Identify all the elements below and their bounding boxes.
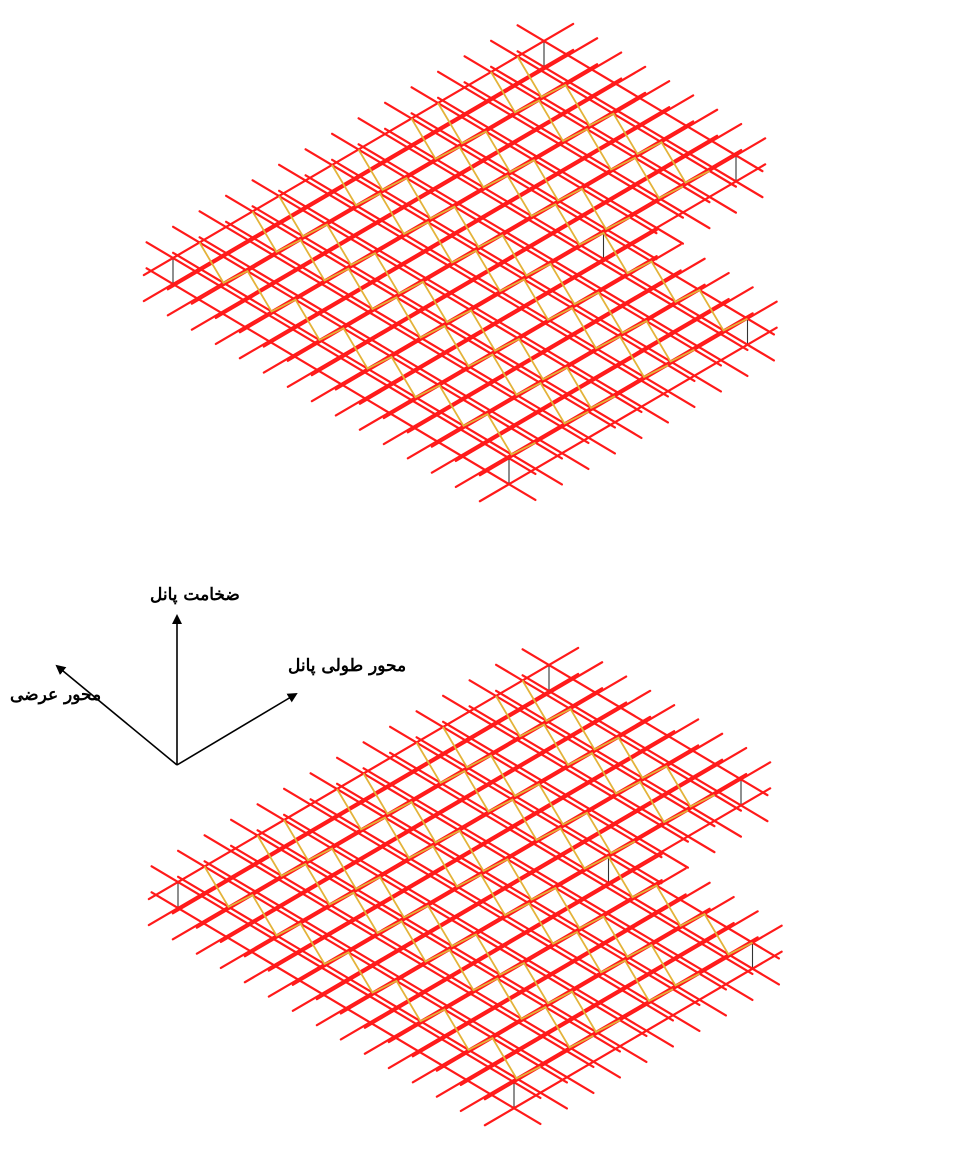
mesh-bar-transverse [387, 867, 687, 1044]
mesh-bar-transverse [483, 950, 783, 1127]
mesh-bar-longitudinal [516, 24, 764, 173]
truss-wire-row [357, 149, 695, 363]
truss-wire-row [490, 71, 684, 200]
transverse-axis-label: محور عرضی [10, 685, 102, 705]
mesh-bar-longitudinal [442, 720, 690, 869]
truss-wire-row [278, 195, 616, 410]
mesh-bar-longitudinal [521, 674, 769, 823]
mesh-bar-longitudinal [357, 117, 749, 352]
mesh-bar-longitudinal [516, 50, 764, 199]
truss-wire-row [362, 773, 700, 987]
mesh-bar-transverse [435, 921, 735, 1098]
mesh-bar-longitudinal [389, 725, 781, 960]
truss-wire-row [256, 835, 594, 1049]
mesh-bar-longitudinal [490, 65, 738, 214]
truss-wire-row [495, 695, 689, 824]
mesh-bar-longitudinal [521, 648, 769, 797]
truss-wire-row [251, 211, 589, 425]
mesh-bar-longitudinal [463, 81, 711, 230]
truss-wire-row [203, 866, 541, 1080]
mesh-bar-transverse [430, 271, 730, 448]
truss-wire-row [516, 56, 710, 184]
mesh-bar-longitudinal [357, 143, 749, 378]
mesh-bar-transverse [459, 910, 759, 1087]
panel-bottom-view [147, 646, 783, 1127]
mesh-bar-transverse [411, 881, 711, 1058]
mesh-bar-longitudinal [362, 741, 754, 976]
mesh-bar-transverse [430, 297, 730, 474]
mesh-bar-transverse [435, 895, 735, 1072]
thickness-axis-label: ضخامت پانل [150, 585, 240, 605]
mesh-bar-transverse [411, 907, 711, 1084]
truss-wire-row [442, 726, 636, 855]
longitudinal-axis-label: محور طولی پانل [288, 656, 407, 676]
mesh-bar-transverse [382, 243, 682, 420]
mesh-bar-longitudinal [468, 705, 716, 854]
longitudinal-axis-arrow [176, 692, 298, 766]
mesh-bar-transverse [406, 283, 706, 460]
truss-wire-row [410, 118, 748, 332]
truss-wire-row [283, 819, 621, 1034]
panel-top-view [142, 22, 778, 503]
mesh-bar-longitudinal [415, 736, 663, 885]
truss-wire-row [415, 742, 753, 956]
mesh-bar-longitudinal [495, 689, 743, 838]
truss-wire-row [336, 788, 674, 1003]
mesh-bar-transverse [310, 122, 743, 377]
mesh-bar-longitudinal [384, 101, 776, 336]
mesh-bar-transverse [358, 255, 658, 431]
truss-wire-row [331, 164, 669, 379]
axis-indicator [55, 614, 298, 766]
mesh-bar-longitudinal [437, 70, 685, 219]
mesh-bar-transverse [382, 269, 682, 446]
mesh-bar-transverse [483, 924, 783, 1101]
mesh-bar-transverse [339, 787, 772, 1041]
mesh-bar-transverse [478, 326, 778, 503]
truss-wire-row [521, 680, 715, 808]
mesh-bar-transverse [358, 229, 658, 405]
truss-wire-row [198, 242, 536, 456]
mesh-bar-longitudinal [437, 96, 685, 245]
mesh-bar-longitudinal [442, 694, 690, 843]
mesh-bar-transverse [387, 893, 687, 1070]
mesh-bar-longitudinal [362, 767, 754, 1002]
mesh-bar-transverse [478, 300, 778, 477]
mesh-bar-transverse [363, 853, 663, 1029]
transverse-axis-arrow [55, 664, 178, 766]
mesh-bar-transverse [363, 879, 663, 1055]
mesh-bar-transverse [315, 746, 748, 1001]
truss-wire-row [437, 102, 631, 231]
mesh-bar-transverse [454, 286, 754, 463]
mesh-bar-transverse [334, 163, 767, 417]
mesh-bar-transverse [459, 936, 759, 1113]
mesh-bar-longitudinal [410, 112, 658, 261]
mesh-bar-transverse [454, 312, 754, 489]
mesh-bar-transverse [406, 257, 706, 434]
